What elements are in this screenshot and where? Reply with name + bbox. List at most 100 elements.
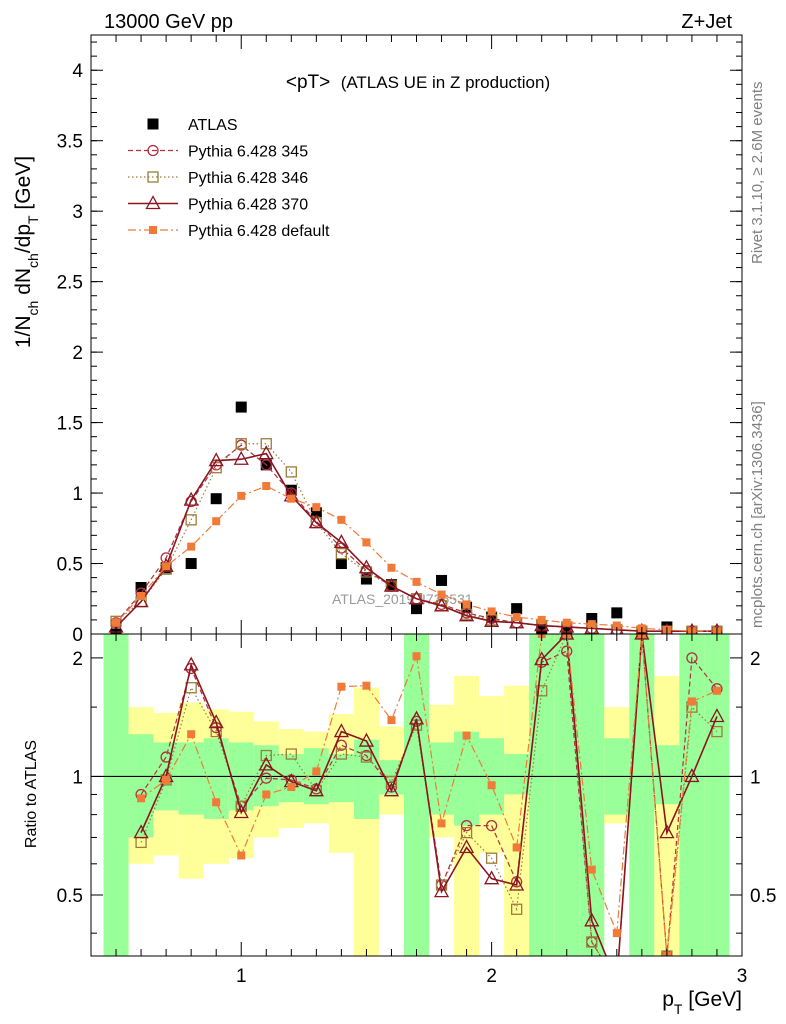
legend-marker [147,118,159,130]
data-point [358,559,375,574]
rivet-version-label: Rivet 3.1.10, ≥ 2.6M events [749,82,766,265]
data-point [308,514,324,529]
uncertainty-band-inner [353,739,379,819]
data-point [611,607,623,619]
uncertainty-band-inner [128,734,154,838]
data-point [360,573,372,585]
y-tick-label: 0.5 [57,555,83,576]
data-point [308,782,324,797]
uncertainty-band-inner [103,634,129,956]
data-point [537,615,546,624]
series-pythia-6-428-346 [135,634,723,956]
plot-title-sub: (ATLAS UE in Z production) [341,73,550,92]
data-point [412,577,421,586]
mcplots-reference-label: mcplots.cern.ch [arXiv:1306.3436] [749,401,766,628]
uncertainty-band-inner [328,754,354,803]
data-point [333,723,349,738]
data-point [260,459,272,471]
data-point [183,656,199,671]
legend-marker [147,144,159,157]
data-point [358,732,375,747]
data-point [487,781,496,790]
data-point [212,798,221,807]
ratio-y-tick-label: 1 [72,767,83,788]
data-point [258,445,274,460]
data-point [185,682,197,694]
process-label: Z+Jet [681,11,732,33]
data-point [711,725,723,738]
plot-title: <pT> (ATLAS UE in Z production) [286,72,550,93]
legend-marker [149,226,157,234]
ratio-y-tick-label: 2 [72,649,83,670]
data-point [462,600,471,609]
data-point [486,611,498,623]
data-point [612,621,621,630]
data-point [562,618,571,627]
data-point [287,494,296,503]
data-point [659,824,675,839]
data-point [383,577,400,592]
data-point [237,851,246,860]
uncertainty-band-inner [454,731,480,826]
data-point [387,563,396,572]
data-point [285,466,297,478]
uncertainty-band-outer [504,685,530,956]
data-point [260,438,272,450]
data-point [437,819,446,828]
uncertainty-band-inner [554,634,580,956]
data-point [312,503,321,512]
data-point [411,603,422,615]
ratio-y-tick-label-right: 1 [750,767,761,788]
y-tick-label: 0 [72,625,83,646]
data-point [586,612,598,624]
ratio-y-axis-label: Ratio to ATLAS [23,740,40,848]
data-point [310,507,322,519]
data-point [335,748,348,760]
ratio-panel: 0.5 0.5 1 1 2 2 1 2 3 Ratio to ATLAS pT [GeV] [23,633,776,1017]
legend-label: ATLAS [188,117,238,134]
data-point [137,794,146,803]
data-point [485,852,498,864]
legend: ATLAS Pythia 6.428 345 Pythia 6.428 346 Pyt… [128,117,330,240]
uncertainty-band-inner [504,754,530,795]
legend-label: Pythia 6.428 default [188,223,330,240]
uncertainty-band-inner [529,634,555,956]
data-point [208,714,224,729]
data-point [187,542,196,551]
data-point [133,593,149,608]
data-point [586,936,598,948]
data-point [233,804,249,819]
data-point [208,452,224,467]
data-point [433,883,450,898]
data-point [412,652,421,661]
y-tick-label: 1.5 [57,414,83,435]
data-point [212,517,221,526]
data-point [509,876,525,891]
data-point [210,725,222,738]
data-point [511,903,523,915]
y-tick-label: 4 [72,61,83,82]
data-point [185,558,197,570]
data-point [187,730,196,739]
data-point [458,607,475,622]
data-point [337,682,346,691]
data-point [709,708,725,723]
series-pythia-6-428-default [137,634,721,956]
data-point [512,613,521,622]
data-point [534,651,550,666]
beam-energy-label: 13000 GeV pp [104,11,233,33]
data-point [408,710,425,725]
main-y-axis-label: 1/Nch dNch/dpT [GeV] [12,156,41,348]
data-point [433,597,450,612]
data-point [260,772,272,784]
data-point [233,450,249,465]
data-point [536,685,548,697]
uncertainty-band-outer [654,675,680,956]
data-point [185,514,197,526]
data-point [561,645,573,657]
data-point [333,534,349,549]
data-point [112,618,121,627]
uncertainty-band-inner [178,742,204,815]
data-point [712,686,721,695]
data-point [460,826,473,839]
